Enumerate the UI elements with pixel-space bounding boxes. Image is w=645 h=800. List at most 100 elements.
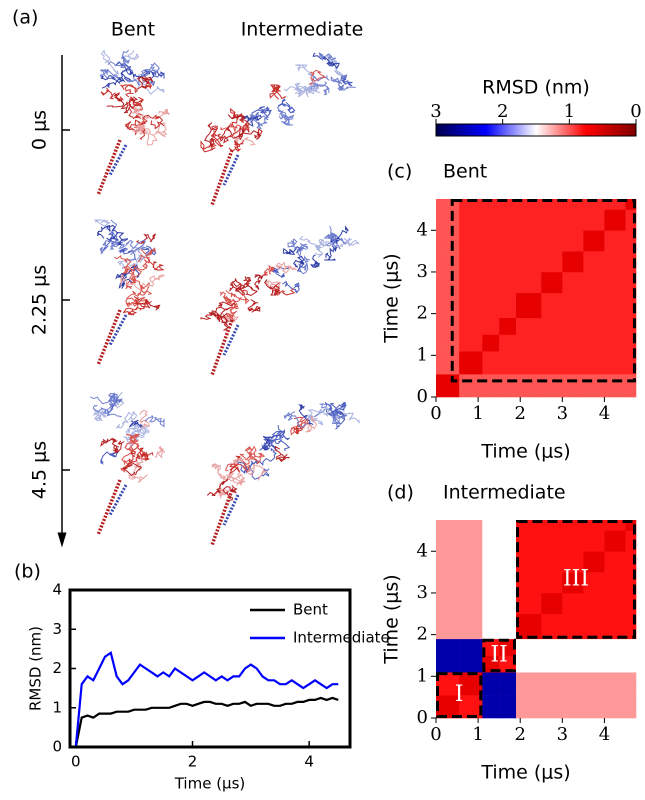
heat-cell <box>604 572 626 594</box>
x-tick-label: 2 <box>188 753 198 771</box>
x-tick-label: 0 <box>430 403 441 424</box>
helix <box>96 139 122 196</box>
backbone <box>153 108 170 120</box>
time-label: 4.5 μs <box>29 441 51 499</box>
y-tick-label: 2 <box>417 624 428 645</box>
heat-cell <box>436 638 460 656</box>
heat-cell <box>541 551 563 573</box>
heat-cell <box>604 530 626 552</box>
heat-cell <box>436 672 460 696</box>
backbone <box>283 82 304 95</box>
heat-cell <box>436 230 460 252</box>
backbone <box>329 401 347 417</box>
heat-cell <box>562 655 584 673</box>
backbone <box>152 122 168 138</box>
heat-cell <box>459 520 483 531</box>
backbone <box>118 247 137 261</box>
backbone <box>278 109 294 126</box>
heat-cell <box>583 334 605 352</box>
backbone <box>217 472 244 482</box>
backbone <box>269 84 281 100</box>
heat-cell <box>482 271 500 294</box>
backbone <box>258 106 273 119</box>
heat-cell <box>583 351 605 375</box>
heat-cell <box>583 230 605 252</box>
backbone <box>339 237 360 248</box>
backbone <box>200 306 221 320</box>
heat-cell <box>499 613 517 640</box>
x-tick-label: 3 <box>557 724 568 745</box>
heat-cell <box>625 251 637 273</box>
backbone <box>203 122 219 148</box>
heat-cell <box>604 292 626 319</box>
backbone <box>125 284 153 307</box>
block-box <box>436 672 483 718</box>
y-tick-label: 4 <box>417 540 428 561</box>
heat-cell <box>482 334 500 352</box>
heat-cell <box>583 638 605 656</box>
backbone <box>100 68 120 80</box>
x-axis-label: Time (μs) <box>480 441 570 463</box>
chart-title: Intermediate <box>443 482 566 504</box>
y-tick-label: 3 <box>417 261 428 282</box>
heat-cell <box>583 520 605 531</box>
backbone <box>324 233 346 247</box>
backbone <box>90 392 123 405</box>
x-tick-label: 3 <box>557 403 568 424</box>
backbone <box>101 65 132 89</box>
heat-cell <box>541 520 563 531</box>
backbone <box>271 84 287 100</box>
heat-cell <box>541 271 563 294</box>
heat-cell <box>516 334 542 352</box>
y-axis-label: RMSD (nm) <box>27 626 45 711</box>
plot-frame <box>68 588 352 749</box>
backbone <box>125 265 143 290</box>
heat-cell <box>583 530 605 552</box>
heat-cell <box>482 292 500 319</box>
helix <box>96 479 122 536</box>
backbone <box>249 112 269 130</box>
heat-cell <box>541 230 563 252</box>
backbone <box>127 450 141 466</box>
panel-label: (a) <box>12 7 38 29</box>
backbone <box>264 430 283 449</box>
heat-cell <box>625 374 637 398</box>
heat-cell <box>499 638 517 656</box>
heat-cell <box>625 230 637 252</box>
y-tick-label: 1 <box>52 698 62 716</box>
heat-cell <box>482 695 500 719</box>
heat-cell <box>625 638 637 656</box>
backbone <box>296 243 309 258</box>
heat-cell <box>625 199 637 210</box>
backbone <box>220 122 248 133</box>
heat-cell <box>459 351 483 375</box>
heat-cell <box>604 199 626 210</box>
panel-label: (b) <box>14 561 41 583</box>
structure <box>96 49 170 196</box>
heat-cell <box>516 374 542 398</box>
heat-cell <box>541 695 563 719</box>
heat-cell <box>625 351 637 375</box>
backbone <box>316 238 335 249</box>
heat-cell <box>583 317 605 335</box>
heat-cell <box>604 695 626 719</box>
heat-cell <box>436 551 460 573</box>
heat-cell <box>604 374 626 398</box>
backbone <box>115 411 138 429</box>
heat-cell <box>499 230 517 252</box>
x-axis-label: Time (μs) <box>174 775 246 793</box>
backbone <box>100 437 119 450</box>
y-tick-label: 3 <box>52 620 62 638</box>
backbone <box>219 291 233 306</box>
heat-cell <box>459 271 483 294</box>
heat-cell <box>604 251 626 273</box>
backbone <box>299 235 324 258</box>
heat-cell <box>459 251 483 273</box>
backbone <box>270 265 289 279</box>
backbone <box>99 239 119 255</box>
heat-cell <box>436 292 460 319</box>
heat-cell <box>562 374 584 398</box>
x-tick-label: 2 <box>514 403 525 424</box>
heat-cell <box>562 271 584 294</box>
panel-label: (d) <box>387 482 414 504</box>
